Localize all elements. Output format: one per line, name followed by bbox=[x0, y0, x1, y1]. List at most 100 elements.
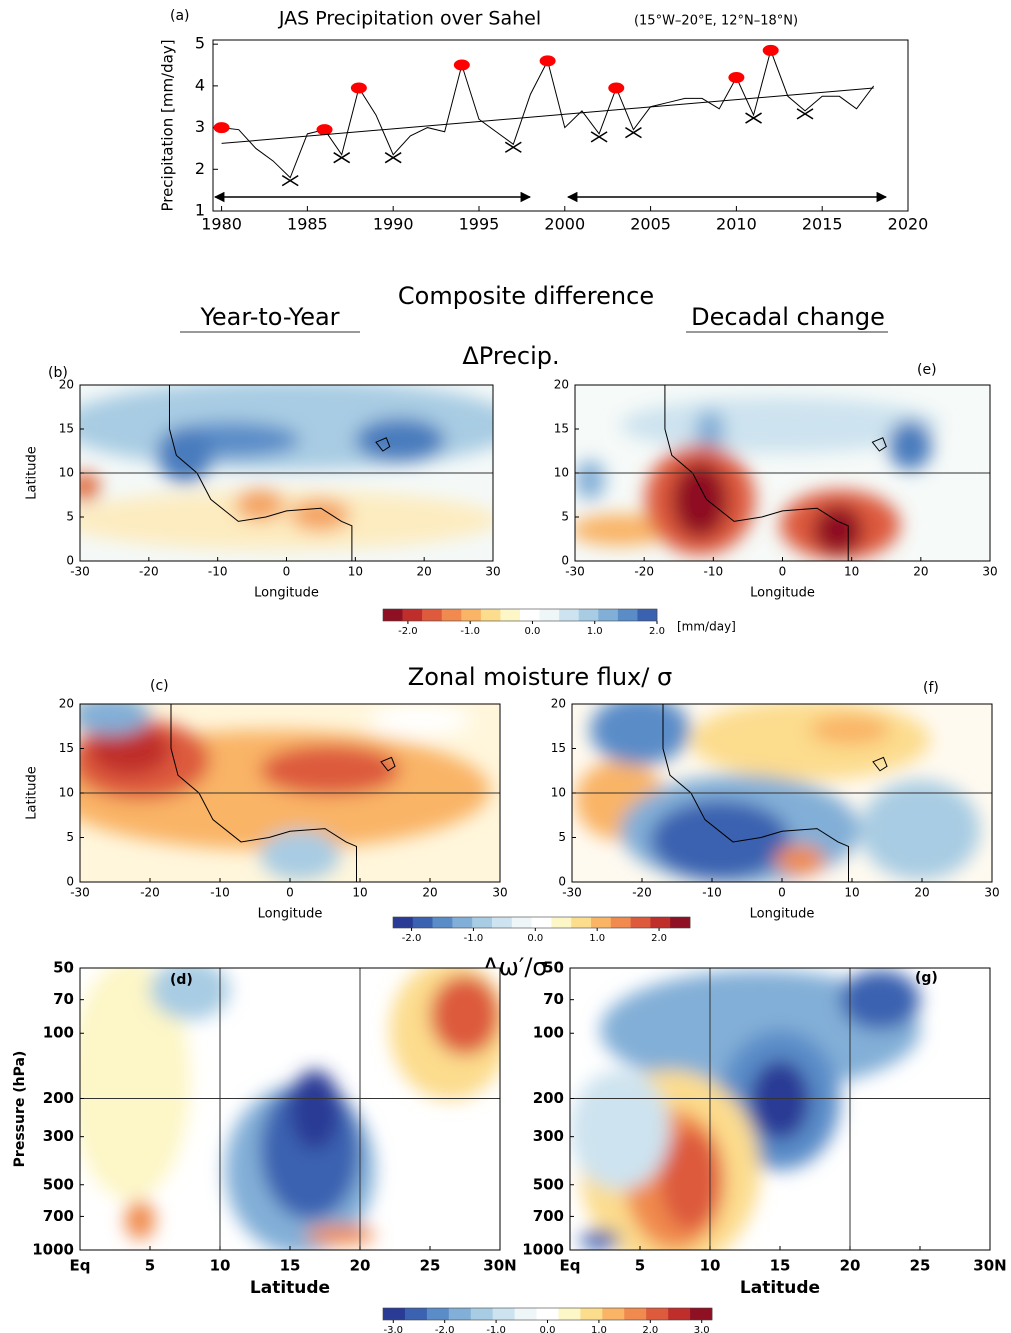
wet-marker bbox=[316, 124, 333, 136]
x-tick-label: 10 bbox=[352, 886, 367, 900]
x-tick-label: 10 bbox=[348, 565, 363, 579]
colorbar-label: -2.0 bbox=[435, 1325, 455, 1333]
colorbar-label: 0.0 bbox=[527, 933, 543, 944]
y-tick-label: 100 bbox=[43, 1024, 74, 1042]
colorbar-label: -3.0 bbox=[384, 1325, 404, 1333]
field bbox=[572, 704, 992, 882]
y-tick-label: 1 bbox=[195, 201, 205, 220]
colorbar-label: 0.0 bbox=[525, 626, 541, 637]
coastline bbox=[665, 376, 886, 561]
coastline bbox=[663, 695, 887, 882]
colorbar-swatch bbox=[472, 917, 493, 928]
colorbar-swatch bbox=[492, 917, 513, 928]
y-tick-label: 10 bbox=[59, 786, 74, 800]
colorbar-swatch bbox=[670, 917, 691, 928]
colorbar-swatch bbox=[511, 917, 532, 928]
x-tick-label: 10 bbox=[700, 1257, 721, 1275]
colorbar-label: 0.0 bbox=[540, 1325, 556, 1333]
coastline bbox=[169, 376, 389, 561]
x-tick-label: -10 bbox=[702, 886, 722, 900]
colorbar-frame bbox=[382, 608, 658, 622]
x-tick-label: 0 bbox=[283, 565, 291, 579]
colorbar-swatch bbox=[559, 609, 580, 621]
colorbar-swatch bbox=[448, 1308, 472, 1320]
colorbar-swatch bbox=[571, 917, 592, 928]
x-tick-label: 1990 bbox=[373, 215, 414, 234]
colorbar-swatch bbox=[630, 917, 651, 928]
x-tick-label: Eq bbox=[70, 1257, 91, 1275]
colorbar-label: 1.0 bbox=[591, 1325, 607, 1333]
x-tick-label: 20 bbox=[422, 886, 437, 900]
y-tick-label: 0 bbox=[561, 554, 569, 568]
colorbar-swatch bbox=[646, 1308, 669, 1320]
coastline bbox=[171, 695, 395, 882]
colorbar-label: 2.0 bbox=[642, 1325, 658, 1333]
colorbar-label: -2.0 bbox=[402, 933, 422, 944]
colorbar-swatch bbox=[551, 917, 572, 928]
y-tick-label: 5 bbox=[561, 510, 569, 524]
x-tick-label: 30 bbox=[984, 886, 999, 900]
y-tick-label: 15 bbox=[59, 422, 74, 436]
field bbox=[80, 704, 500, 882]
x-tick-label: -30 bbox=[70, 565, 90, 579]
y-tick-label: 5 bbox=[195, 34, 205, 53]
y-tick-label: 20 bbox=[551, 697, 566, 711]
x-tick-label: 10 bbox=[844, 886, 859, 900]
colorbar-swatch bbox=[492, 1308, 515, 1320]
x-axis-label: Longitude bbox=[750, 586, 815, 601]
x-tick-label: 2010 bbox=[716, 215, 757, 234]
y-axis-label: Precipitation [mm/day] bbox=[159, 39, 177, 211]
colorbar-swatch bbox=[598, 609, 619, 621]
field bbox=[570, 968, 990, 1250]
dry-marker bbox=[590, 131, 608, 143]
colorbar-label: -1.0 bbox=[464, 933, 484, 944]
y-tick-label: 3 bbox=[195, 117, 205, 136]
wet-marker bbox=[350, 82, 367, 94]
wet-marker bbox=[539, 55, 556, 67]
y-tick-label: 0 bbox=[558, 875, 566, 889]
colorbar-swatch bbox=[426, 1308, 450, 1320]
colorbar-frame bbox=[392, 916, 691, 929]
colorbar-swatch bbox=[668, 1308, 691, 1320]
x-tick-label: 30 bbox=[485, 565, 500, 579]
x-axis-label: Longitude bbox=[750, 907, 815, 922]
colorbar-swatch bbox=[422, 609, 443, 621]
x-tick-label: -30 bbox=[565, 565, 585, 579]
dry-marker bbox=[384, 152, 402, 164]
colorbar-swatch bbox=[558, 1308, 581, 1320]
colorbar-swatch bbox=[402, 609, 423, 621]
colorbar-unit: [mm/day] bbox=[677, 620, 736, 634]
y-tick-label: 20 bbox=[554, 378, 569, 392]
y-axis-label: Latitude bbox=[25, 446, 40, 500]
colorbar-swatch bbox=[536, 1308, 559, 1320]
x-tick-label: 2020 bbox=[888, 215, 929, 234]
x-tick-label: 5 bbox=[145, 1257, 155, 1275]
colorbar-label: -1.0 bbox=[486, 1325, 506, 1333]
panel-label: (c) bbox=[150, 678, 169, 694]
y-tick-label: 70 bbox=[543, 990, 564, 1008]
y-tick-label: 5 bbox=[66, 830, 74, 844]
y-tick-label: 1000 bbox=[32, 1241, 74, 1259]
colorbar-swatch bbox=[637, 609, 658, 621]
x-tick-label: -30 bbox=[562, 886, 582, 900]
dry-marker bbox=[281, 174, 299, 187]
heading: Zonal moisture flux/ σ bbox=[408, 663, 672, 691]
panel-label: (a) bbox=[170, 8, 190, 24]
y-tick-label: 300 bbox=[533, 1127, 564, 1145]
x-tick-label: 15 bbox=[770, 1257, 791, 1275]
y-tick-label: 300 bbox=[43, 1127, 74, 1145]
x-tick-label: 5 bbox=[635, 1257, 645, 1275]
colorbar-swatch bbox=[441, 609, 462, 621]
dry-marker bbox=[745, 112, 762, 124]
panel-label: (d) bbox=[170, 972, 193, 988]
colorbar-swatch bbox=[480, 609, 501, 621]
field bbox=[80, 385, 493, 561]
x-tick-label: 20 bbox=[840, 1257, 861, 1275]
colorbar-swatch bbox=[432, 917, 453, 928]
chart-title: JAS Precipitation over Sahel bbox=[278, 8, 541, 30]
colorbar-swatch bbox=[470, 1308, 493, 1320]
x-tick-label: 15 bbox=[280, 1257, 301, 1275]
x-tick-label: -30 bbox=[70, 886, 90, 900]
colorbar-swatch bbox=[591, 917, 612, 928]
colorbar-swatch bbox=[514, 1308, 537, 1320]
